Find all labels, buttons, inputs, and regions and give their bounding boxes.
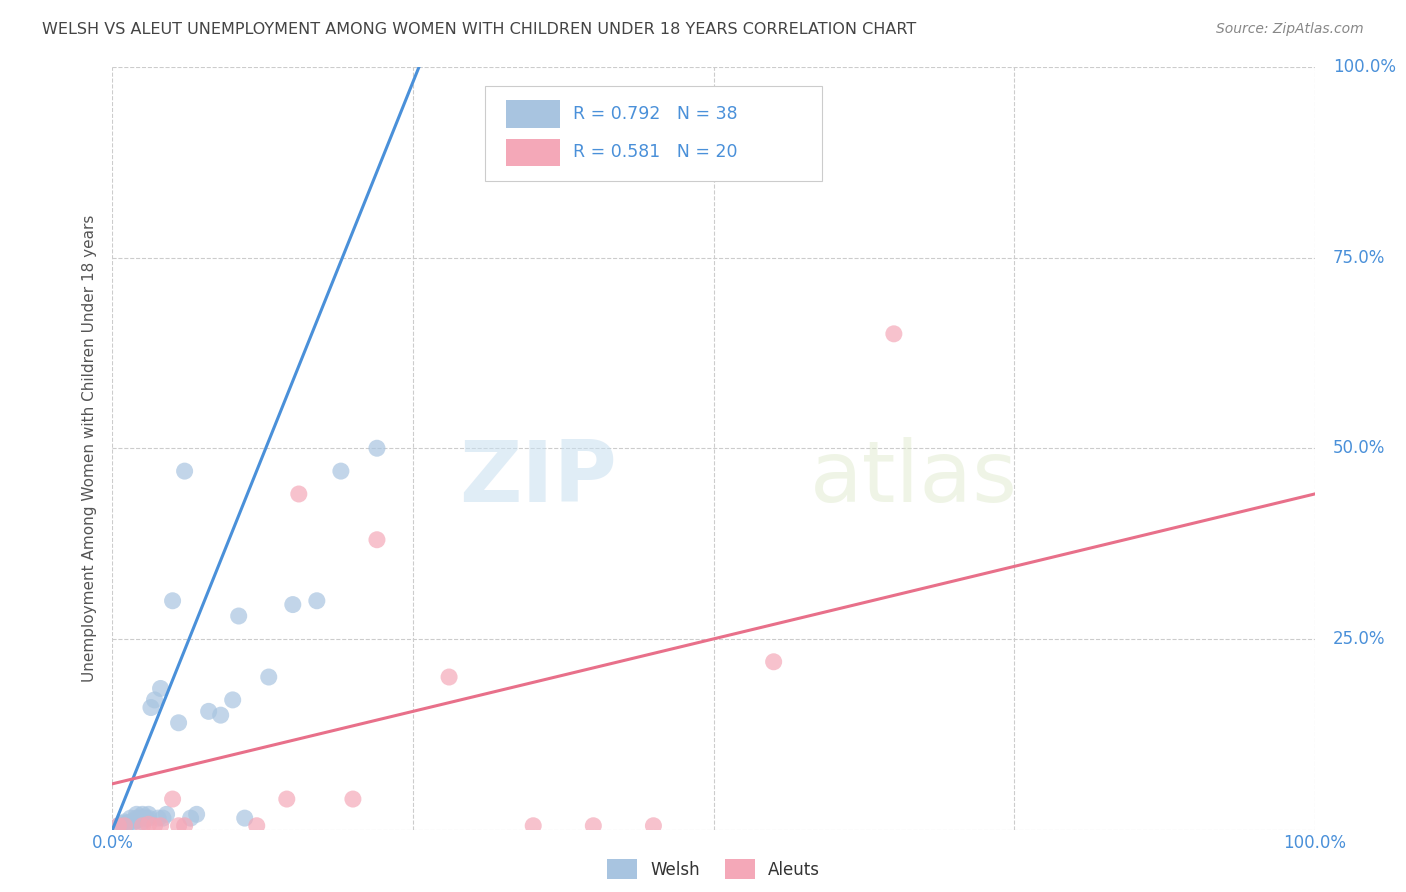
Point <box>138 817 160 831</box>
Point <box>115 816 138 830</box>
Text: ZIP: ZIP <box>460 437 617 520</box>
Point <box>149 681 172 696</box>
Point <box>228 609 250 624</box>
Point <box>162 792 184 806</box>
Point <box>233 811 256 825</box>
Text: atlas: atlas <box>810 437 1018 520</box>
Point <box>107 819 129 833</box>
Text: R = 0.581   N = 20: R = 0.581 N = 20 <box>572 144 737 161</box>
Point <box>149 819 172 833</box>
Y-axis label: Unemployment Among Women with Children Under 18 years: Unemployment Among Women with Children U… <box>82 215 97 681</box>
Point <box>152 811 174 825</box>
Text: R = 0.792   N = 38: R = 0.792 N = 38 <box>572 105 738 123</box>
Point <box>162 594 184 608</box>
Point <box>180 811 202 825</box>
Legend: Welsh, Aleuts: Welsh, Aleuts <box>600 853 827 886</box>
Point <box>139 700 162 714</box>
Text: 75.0%: 75.0% <box>1333 249 1385 267</box>
Point <box>114 814 136 829</box>
Point <box>131 807 153 822</box>
Point <box>111 816 134 830</box>
Point <box>522 819 544 833</box>
Point <box>582 819 605 833</box>
Text: 100.0%: 100.0% <box>1333 58 1396 76</box>
Point <box>138 811 160 825</box>
Point <box>173 464 195 478</box>
Point <box>125 814 148 828</box>
Point <box>135 811 157 825</box>
FancyBboxPatch shape <box>485 86 821 181</box>
Point <box>246 819 269 833</box>
Point <box>120 814 142 829</box>
Point <box>107 819 129 833</box>
Point <box>125 807 148 822</box>
Point <box>167 819 190 833</box>
Point <box>883 326 905 341</box>
Point <box>120 811 142 825</box>
Text: WELSH VS ALEUT UNEMPLOYMENT AMONG WOMEN WITH CHILDREN UNDER 18 YEARS CORRELATION: WELSH VS ALEUT UNEMPLOYMENT AMONG WOMEN … <box>42 22 917 37</box>
Point <box>209 708 232 723</box>
Point <box>222 693 245 707</box>
Point <box>437 670 460 684</box>
Point <box>173 819 195 833</box>
Text: 50.0%: 50.0% <box>1333 439 1385 458</box>
FancyBboxPatch shape <box>506 138 560 166</box>
Point <box>131 819 153 833</box>
Point <box>138 807 160 822</box>
Point <box>143 693 166 707</box>
Point <box>366 533 388 547</box>
Point <box>186 807 208 822</box>
Point <box>125 811 148 825</box>
Point <box>143 819 166 833</box>
Point <box>131 811 153 825</box>
Point <box>643 819 665 833</box>
Point <box>114 819 136 833</box>
Point <box>128 811 150 825</box>
Point <box>305 594 328 608</box>
Point <box>167 715 190 730</box>
Point <box>146 811 169 825</box>
Point <box>329 464 352 478</box>
Point <box>197 704 219 718</box>
Text: Source: ZipAtlas.com: Source: ZipAtlas.com <box>1216 22 1364 37</box>
Point <box>131 814 153 829</box>
Point <box>122 814 145 829</box>
Point <box>276 792 298 806</box>
Point <box>288 487 311 501</box>
Point <box>342 792 364 806</box>
FancyBboxPatch shape <box>506 101 560 128</box>
Point <box>762 655 785 669</box>
Point <box>257 670 280 684</box>
Point <box>155 807 177 822</box>
Text: 25.0%: 25.0% <box>1333 630 1385 648</box>
Point <box>281 598 304 612</box>
Point <box>366 442 388 455</box>
